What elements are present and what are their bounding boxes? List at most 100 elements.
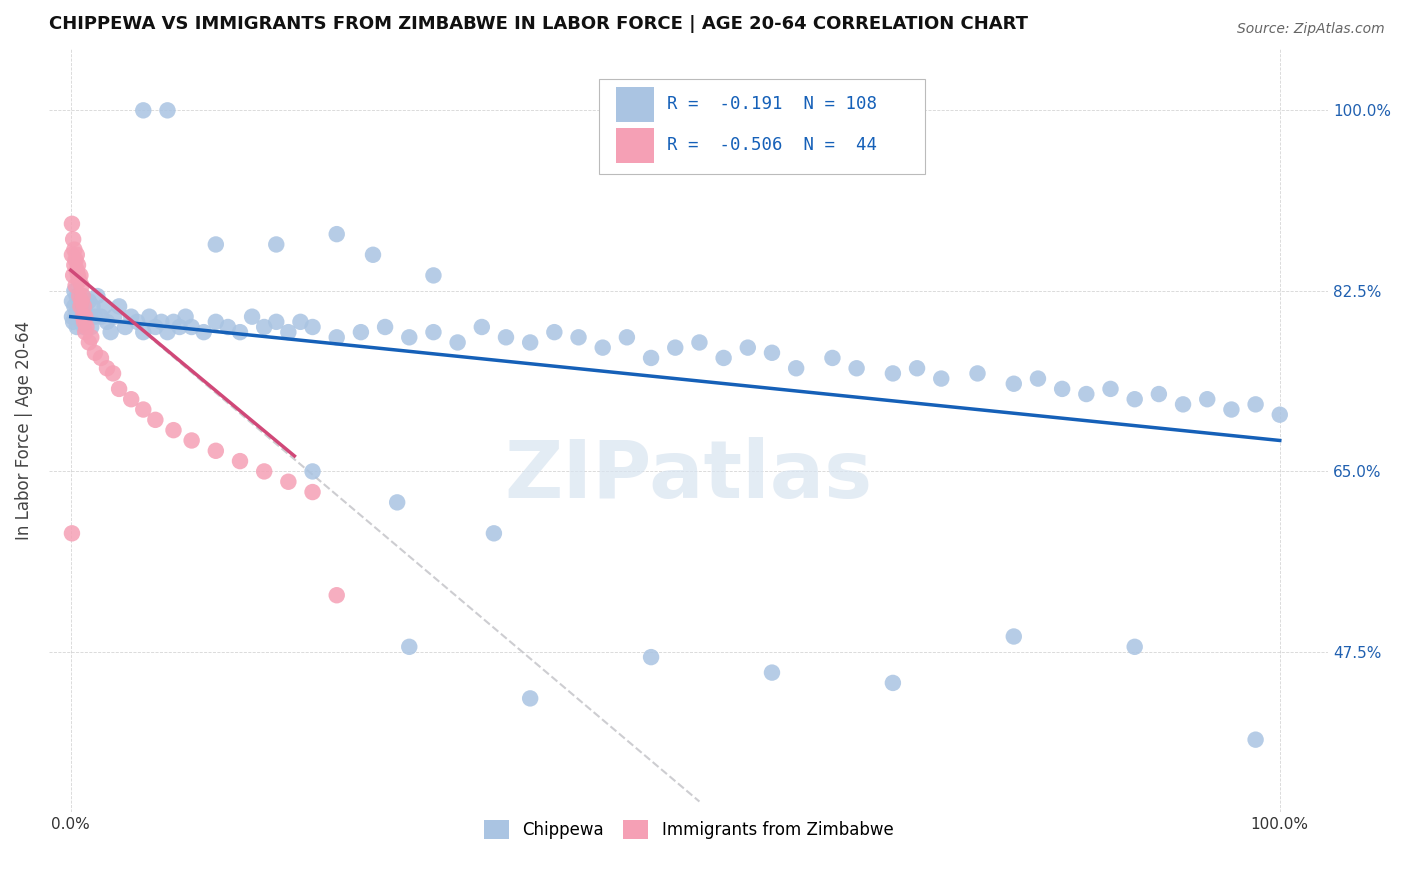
Text: R =  -0.191  N = 108: R = -0.191 N = 108 xyxy=(666,95,877,113)
Point xyxy=(65,252,87,267)
Point xyxy=(761,345,783,359)
Point xyxy=(398,330,420,344)
Point xyxy=(162,315,184,329)
Point xyxy=(1268,408,1291,422)
Point xyxy=(72,310,94,324)
Legend: Chippewa, Immigrants from Zimbabwe: Chippewa, Immigrants from Zimbabwe xyxy=(477,813,900,846)
Point xyxy=(229,454,252,468)
Point xyxy=(1123,392,1146,407)
Point xyxy=(75,310,97,324)
Point xyxy=(127,315,149,329)
Point xyxy=(592,341,614,355)
Point xyxy=(73,299,96,313)
Point xyxy=(72,289,94,303)
FancyBboxPatch shape xyxy=(599,79,925,175)
Point xyxy=(301,485,323,500)
Point xyxy=(471,320,494,334)
Point xyxy=(66,263,89,277)
Point xyxy=(821,351,844,365)
Point xyxy=(63,258,86,272)
Point xyxy=(845,361,868,376)
Text: R =  -0.506  N =  44: R = -0.506 N = 44 xyxy=(666,136,877,154)
Point xyxy=(1147,387,1170,401)
Point xyxy=(301,320,323,334)
Point xyxy=(62,268,84,283)
Point xyxy=(174,310,197,324)
Point xyxy=(640,351,662,365)
Point xyxy=(66,258,89,272)
Point xyxy=(966,367,988,381)
Point xyxy=(325,588,347,602)
Point xyxy=(240,310,263,324)
Point xyxy=(120,392,142,407)
Point xyxy=(62,315,84,329)
Point xyxy=(114,320,136,334)
Point xyxy=(905,361,928,376)
FancyBboxPatch shape xyxy=(616,87,654,121)
Point xyxy=(90,310,112,324)
Point xyxy=(277,325,299,339)
Point xyxy=(96,361,118,376)
Point xyxy=(929,371,952,385)
Point xyxy=(82,299,104,313)
Point xyxy=(217,320,239,334)
Point xyxy=(103,310,125,324)
Point xyxy=(72,310,94,324)
Point xyxy=(67,274,90,288)
Point xyxy=(79,310,101,324)
Point xyxy=(204,443,226,458)
Point xyxy=(108,299,131,313)
Point xyxy=(1099,382,1122,396)
Point xyxy=(882,367,904,381)
Point xyxy=(73,315,96,329)
Point xyxy=(101,367,124,381)
Point xyxy=(132,325,155,339)
Point xyxy=(882,676,904,690)
Point xyxy=(1076,387,1098,401)
Point xyxy=(60,248,83,262)
Point xyxy=(150,315,173,329)
Point xyxy=(132,103,155,118)
Point xyxy=(193,325,215,339)
Point xyxy=(75,325,97,339)
Point xyxy=(86,289,108,303)
Point xyxy=(1050,382,1073,396)
Point xyxy=(253,465,276,479)
Point xyxy=(1002,630,1025,644)
Point xyxy=(301,465,323,479)
Point xyxy=(63,243,86,257)
Point xyxy=(640,650,662,665)
Point xyxy=(62,232,84,246)
Point xyxy=(120,310,142,324)
Point xyxy=(90,351,112,365)
Point xyxy=(253,320,276,334)
Point xyxy=(70,294,93,309)
Point xyxy=(361,248,384,262)
Point xyxy=(80,330,103,344)
Point xyxy=(567,330,589,344)
Point xyxy=(84,310,107,324)
Point xyxy=(60,526,83,541)
Point xyxy=(264,315,287,329)
Point xyxy=(60,217,83,231)
Point xyxy=(482,526,505,541)
Point xyxy=(63,299,86,313)
Point xyxy=(1197,392,1219,407)
Point xyxy=(519,335,541,350)
Point xyxy=(616,330,638,344)
Point xyxy=(108,382,131,396)
Point xyxy=(77,335,100,350)
Point xyxy=(761,665,783,680)
Point xyxy=(385,495,408,509)
Point xyxy=(67,310,90,324)
Point xyxy=(80,320,103,334)
Point xyxy=(138,310,160,324)
Point xyxy=(1244,397,1267,411)
Point xyxy=(67,289,90,303)
Point xyxy=(1026,371,1049,385)
Point xyxy=(66,268,89,283)
Point xyxy=(204,237,226,252)
Point xyxy=(1002,376,1025,391)
Point xyxy=(132,402,155,417)
Point xyxy=(75,320,97,334)
